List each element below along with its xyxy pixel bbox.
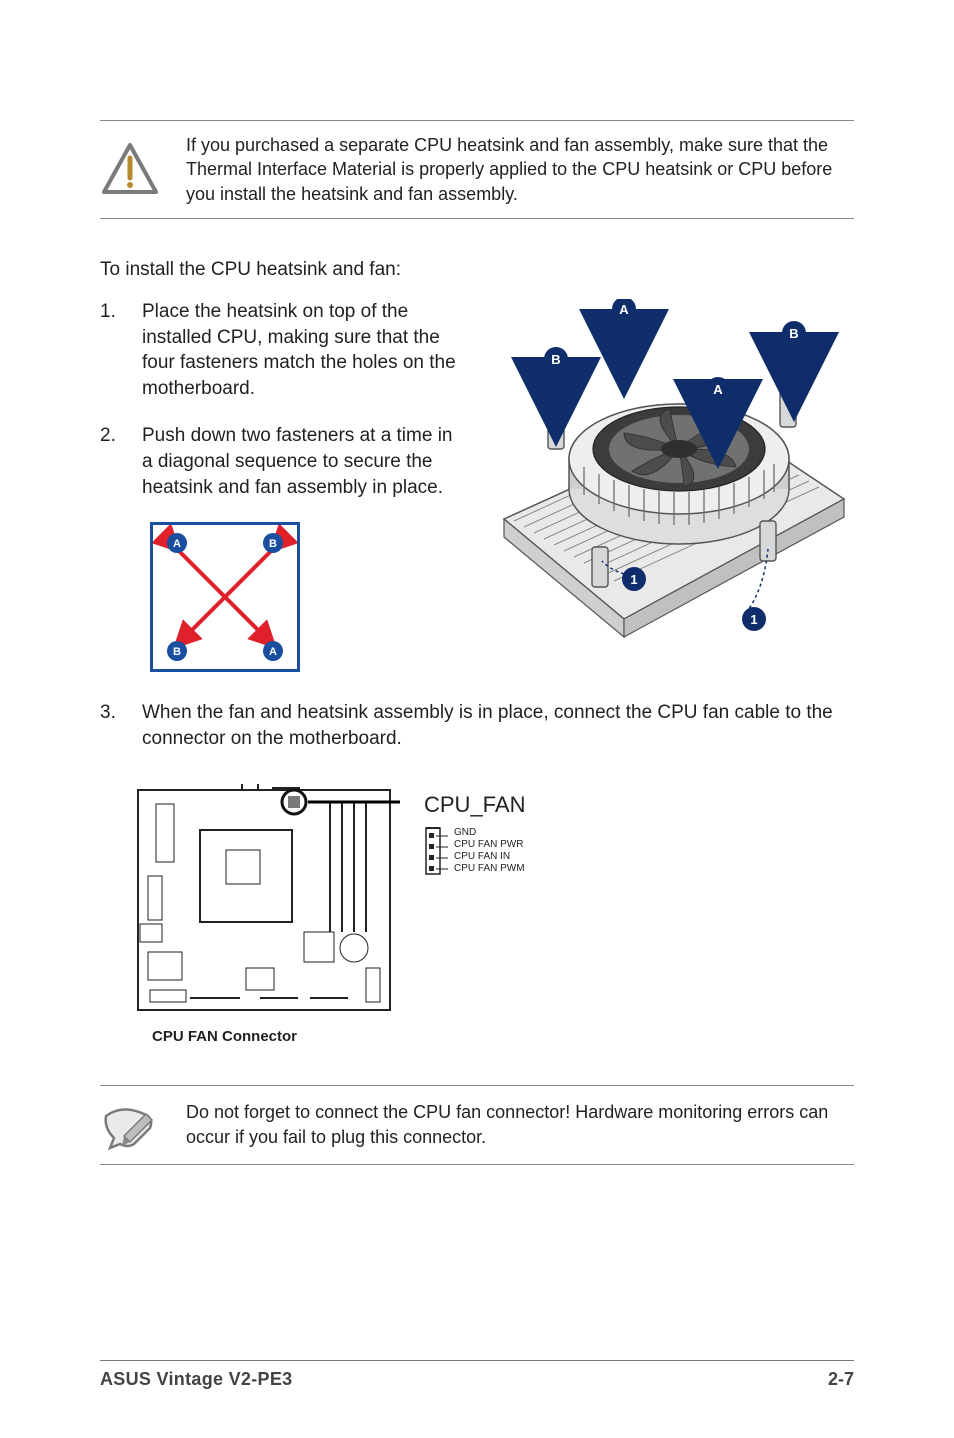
motherboard-diagram [130, 782, 400, 1022]
connector-header: CPU_FAN [424, 792, 525, 818]
xbox-label-tr: B [269, 538, 277, 550]
tip-text: Do not forget to connect the CPU fan con… [186, 1100, 848, 1149]
page-footer: ASUS Vintage V2-PE3 2-7 [100, 1360, 854, 1390]
hs-mark-b-right: B [789, 326, 798, 341]
xbox-label-tl: A [173, 538, 181, 550]
heatsink-illustration: A B B A 1 1 [474, 299, 854, 649]
connector-caption: CPU FAN Connector [152, 1028, 854, 1045]
step-2: 2. Push down two fasteners at a time in … [100, 423, 456, 500]
pin-1: CPU FAN PWR [454, 839, 525, 851]
tip-note: Do not forget to connect the CPU fan con… [100, 1085, 854, 1165]
step-2-num: 2. [100, 423, 124, 500]
pin-3: CPU FAN PWM [454, 863, 525, 875]
step-1-num: 1. [100, 299, 124, 402]
hs-mark-1a: 1 [630, 572, 637, 587]
caution-icon [100, 142, 160, 196]
caution-note: If you purchased a separate CPU heatsink… [100, 120, 854, 219]
step-2-text: Push down two fasteners at a time in a d… [142, 423, 456, 500]
hs-mark-b-left: B [551, 352, 560, 367]
hs-mark-1b: 1 [750, 612, 757, 627]
step-3-text: When the fan and heatsink assembly is in… [142, 700, 854, 751]
diagonal-sequence-diagram: A B B A [150, 522, 300, 672]
footer-page: 2-7 [828, 1369, 854, 1390]
pencil-icon [100, 1098, 160, 1152]
hs-mark-a-mid: A [713, 382, 723, 397]
pin-0: GND [454, 827, 525, 839]
step-3: 3. When the fan and heatsink assembly is… [100, 700, 854, 751]
step-3-num: 3. [100, 700, 124, 751]
connector-pinout: GND CPU FAN PWR CPU FAN IN CPU FAN PWM [424, 826, 525, 876]
pin-2: CPU FAN IN [454, 851, 525, 863]
hs-mark-a-top: A [619, 302, 629, 317]
step-1-text: Place the heatsink on top of the install… [142, 299, 456, 402]
step-1: 1. Place the heatsink on top of the inst… [100, 299, 456, 402]
caution-text: If you purchased a separate CPU heatsink… [186, 133, 848, 206]
xbox-label-br: A [269, 646, 277, 658]
xbox-label-bl: B [173, 646, 181, 658]
intro-line: To install the CPU heatsink and fan: [100, 259, 854, 281]
footer-product: ASUS Vintage V2-PE3 [100, 1369, 292, 1390]
